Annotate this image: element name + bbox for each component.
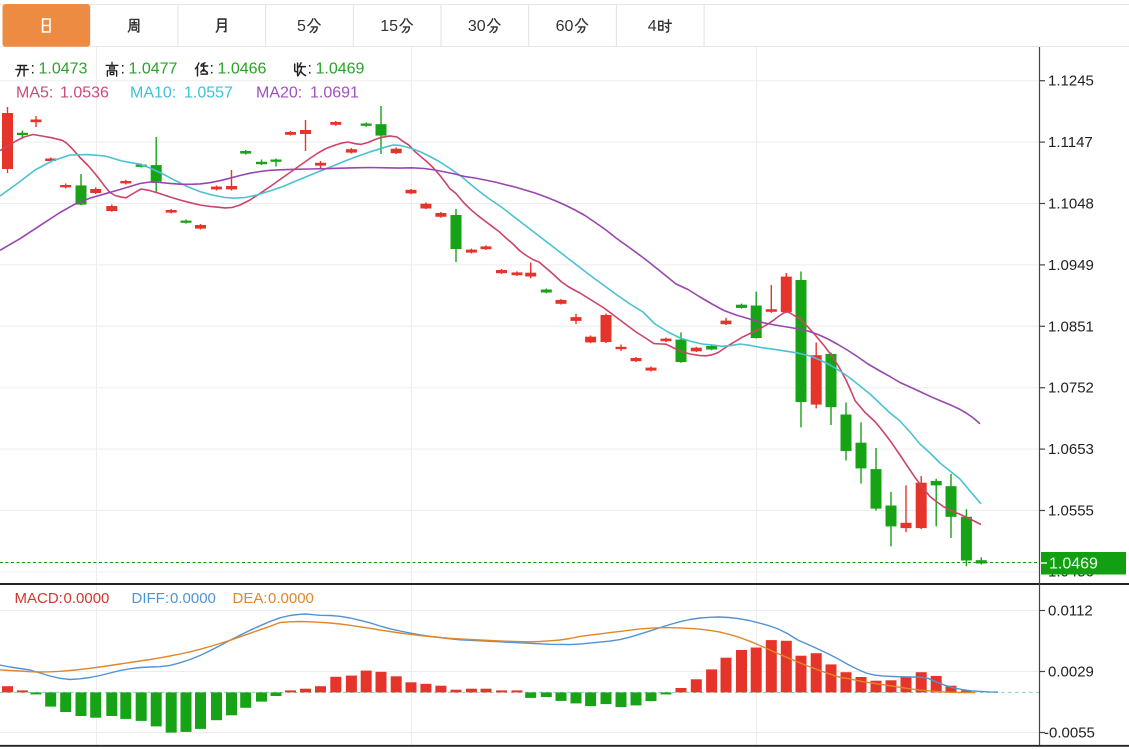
svg-text:MACD:: MACD: bbox=[15, 590, 63, 607]
svg-text:1.1147: 1.1147 bbox=[1048, 134, 1093, 151]
svg-text:MA20:: MA20: bbox=[256, 85, 302, 102]
svg-text:4: 4 bbox=[648, 18, 657, 35]
svg-text:1.0473: 1.0473 bbox=[39, 61, 88, 78]
svg-text:MA10:: MA10: bbox=[130, 85, 176, 102]
svg-text:60: 60 bbox=[556, 18, 574, 35]
svg-text:1.0555: 1.0555 bbox=[1048, 503, 1094, 520]
svg-text:0.0000: 0.0000 bbox=[64, 590, 110, 607]
svg-text::: : bbox=[31, 61, 35, 78]
svg-text:1.0851: 1.0851 bbox=[1048, 318, 1094, 335]
svg-text:1.1048: 1.1048 bbox=[1048, 196, 1094, 213]
svg-text:15: 15 bbox=[380, 18, 398, 35]
svg-text:1.0469: 1.0469 bbox=[316, 61, 365, 78]
svg-text:1.0557: 1.0557 bbox=[184, 85, 233, 102]
svg-text::: : bbox=[210, 61, 214, 78]
svg-text:MA5:: MA5: bbox=[16, 85, 53, 102]
svg-text:DIFF:: DIFF: bbox=[132, 590, 170, 607]
svg-text:1.0752: 1.0752 bbox=[1048, 380, 1094, 397]
svg-text:DEA:: DEA: bbox=[233, 590, 268, 607]
svg-text:1.0536: 1.0536 bbox=[60, 85, 109, 102]
svg-text:0.0029: 0.0029 bbox=[1048, 664, 1094, 681]
svg-text:30: 30 bbox=[468, 18, 486, 35]
svg-text:1.0469: 1.0469 bbox=[1049, 556, 1098, 573]
svg-text:1.0477: 1.0477 bbox=[129, 61, 178, 78]
svg-text::: : bbox=[308, 61, 312, 78]
svg-text:1.0653: 1.0653 bbox=[1048, 441, 1094, 458]
svg-text:1.1245: 1.1245 bbox=[1048, 73, 1094, 90]
svg-text:1.0466: 1.0466 bbox=[218, 61, 267, 78]
svg-text:0.0112: 0.0112 bbox=[1048, 603, 1093, 620]
svg-text:1.0691: 1.0691 bbox=[310, 85, 359, 102]
svg-text::: : bbox=[121, 61, 125, 78]
svg-text:0.0000: 0.0000 bbox=[170, 590, 216, 607]
svg-text:0.0000: 0.0000 bbox=[268, 590, 314, 607]
svg-text:-0.0055: -0.0055 bbox=[1044, 725, 1095, 742]
svg-text:1.0949: 1.0949 bbox=[1048, 257, 1094, 274]
svg-text:5: 5 bbox=[297, 18, 306, 35]
